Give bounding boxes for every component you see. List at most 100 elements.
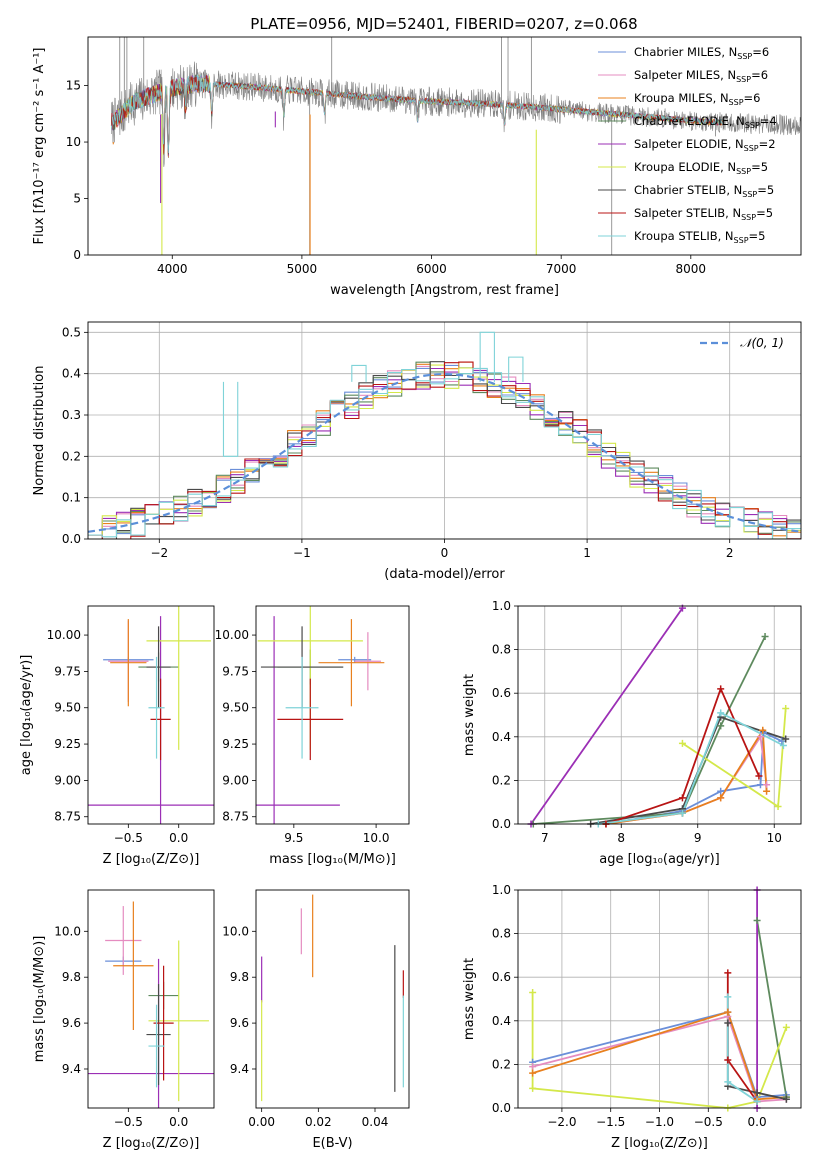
x-tick-label: −0.5	[114, 1115, 143, 1129]
y-tick-label: 0.0	[492, 817, 511, 831]
mass-weight-point	[724, 993, 732, 1001]
age_vs_mass-frame	[255, 605, 410, 825]
mass-weight-point	[753, 1097, 761, 1105]
y-tick-label: 9.8	[230, 970, 249, 984]
legend-entry-main: Chabrier STELIB, N	[634, 183, 742, 197]
mass-weight-point	[724, 1056, 732, 1064]
y-axis-label: mass weight	[462, 674, 477, 756]
legend-entry-sub: SSP	[744, 144, 759, 153]
x-tick-label: 0.00	[248, 1115, 275, 1129]
residual-histogram-peak	[508, 356, 524, 382]
legend-entry: 𝒩(0, 1)	[740, 336, 784, 350]
mass_vs_Z-panel: −0.5 0.0 9.4 9.6 9.8 10.0 Z [log₁₀(Z/Z⊙)] mass …	[32, 889, 215, 1151]
y-tick-label: 0.3	[62, 408, 81, 422]
legend-entry-main: Kroupa STELIB, N	[634, 229, 734, 243]
x-tick-label: 8	[617, 831, 625, 845]
y-tick-label: 10.00	[215, 628, 249, 642]
y-tick-label: 0.1	[62, 491, 81, 505]
mass_vs_EBV-panel: 0.00 0.02 0.04 9.4 9.6 9.8 10.0 E(B-V)	[222, 889, 410, 1151]
mass-weight-line	[605, 686, 760, 824]
mass_vs_Z-frame	[87, 889, 215, 1109]
y-tick-label: 0.8	[492, 927, 511, 941]
figure-title: PLATE=0956, MJD=52401, FIBERID=0207, z=0…	[250, 15, 637, 33]
legend-entry: Salpeter MILES, NSSP=6	[634, 68, 768, 84]
mass-weight-point	[529, 1084, 537, 1092]
legend-entry-tail: =5	[756, 206, 773, 220]
legend-entry-sub: SSP	[745, 121, 760, 130]
legend-entry-sub: SSP	[736, 75, 751, 84]
y-tick-label: 9.8	[62, 970, 81, 984]
mass-weight-point	[529, 1063, 537, 1071]
y-tick-label: 9.50	[222, 701, 249, 715]
mass-weight-point	[756, 733, 764, 741]
mass-weight-point	[717, 685, 725, 693]
x-tick-label: 0	[441, 546, 449, 560]
x-axis-label: age [log₁₀(age/yr)]	[599, 852, 720, 867]
mass-weight-point	[756, 781, 764, 789]
x-tick-label: 6000	[416, 262, 447, 276]
legend-entry-sub: SSP	[736, 167, 751, 176]
mass-weight-point	[529, 988, 537, 996]
legend-entry-main: Chabrier MILES, N	[634, 45, 737, 59]
x-tick-label: −2.0	[547, 1115, 576, 1129]
spectrum-plot-area	[110, 37, 801, 255]
mass-weight-point	[724, 1078, 732, 1086]
mass-weight-point	[763, 787, 771, 795]
legend-entry: Chabrier STELIB, NSSP=5	[634, 183, 774, 199]
legend-entry-tail: =2	[759, 137, 776, 151]
y-tick-label: 1.0	[492, 599, 511, 613]
age_vs_mass-plot-area	[256, 606, 385, 824]
x-tick-label: 1	[583, 546, 591, 560]
mass-weight-point	[717, 794, 725, 802]
x-axis-label: E(B-V)	[312, 1136, 352, 1151]
y-tick-label: 9.00	[54, 773, 81, 787]
y-tick-label: 1.0	[492, 883, 511, 897]
x-tick-label: 0.02	[305, 1115, 332, 1129]
x-tick-label: 0.0	[748, 1115, 767, 1129]
x-axis-label: (data-model)/error	[384, 567, 505, 582]
mass-weight-line	[598, 711, 784, 824]
legend-entry-tail: =5	[749, 229, 766, 243]
mass_vs_Z-plot-area	[88, 901, 214, 1108]
y-tick-label: 0.5	[62, 325, 81, 339]
y-tick-label: 8.75	[54, 810, 81, 824]
mass-weight-line	[533, 636, 766, 824]
mass-weight-line	[530, 607, 684, 824]
mass-weight-line	[605, 727, 768, 824]
x-axis-label: wavelength [Angstrom, rest frame]	[330, 283, 559, 298]
y-tick-label: 0.8	[492, 643, 511, 657]
y-axis-label: mass [log₁₀(M/M⊙)]	[32, 936, 47, 1063]
y-tick-label: 9.75	[54, 664, 81, 678]
mass-weight-point	[717, 722, 725, 730]
mass-weight-point	[717, 709, 725, 717]
x-tick-label: 2	[726, 546, 734, 560]
legend-entry: Chabrier MILES, NSSP=6	[634, 45, 769, 61]
x-tick-label: 7000	[546, 262, 577, 276]
x-tick-label: −0.5	[114, 831, 143, 845]
residual-histogram-peak	[222, 381, 239, 457]
y-tick-label: 0.2	[492, 1057, 511, 1071]
x-axis-label: Z [log₁₀(Z/Z⊙)]	[103, 1136, 200, 1151]
mass-weight-point	[761, 633, 769, 641]
x-axis-label: Z [log₁₀(Z/Z⊙)]	[611, 1136, 708, 1151]
y-tick-label: 0.0	[492, 1101, 511, 1115]
y-tick-label: 0	[73, 248, 81, 262]
legend-entry: Kroupa STELIB, NSSP=5	[634, 229, 765, 245]
x-tick-label: 10.0	[363, 831, 390, 845]
mass-weight-line	[756, 920, 788, 1098]
age_vs_Z-panel: −0.5 0.0 8.75 9.00 9.25 9.50 9.75 10.00 Z [log₁₀…	[19, 605, 215, 867]
weight_vs_Z-frame	[517, 889, 802, 1109]
legend-entry-tail: =4	[760, 114, 777, 128]
y-tick-label: 0.2	[492, 773, 511, 787]
mass-weight-point	[755, 772, 763, 780]
y-tick-label: 9.75	[222, 664, 249, 678]
y-tick-label: 9.00	[222, 773, 249, 787]
legend-entry-sub: SSP	[742, 190, 757, 199]
legend-entry-tail: =6	[744, 91, 761, 105]
legend-entry-tail: =5	[751, 160, 768, 174]
x-tick-label: 0.04	[362, 1115, 389, 1129]
mass-weight-point	[778, 737, 786, 745]
mass-weight-point	[724, 1008, 732, 1016]
y-tick-label: 0.4	[492, 730, 511, 744]
y-axis-label: Normed distribution	[32, 366, 47, 496]
